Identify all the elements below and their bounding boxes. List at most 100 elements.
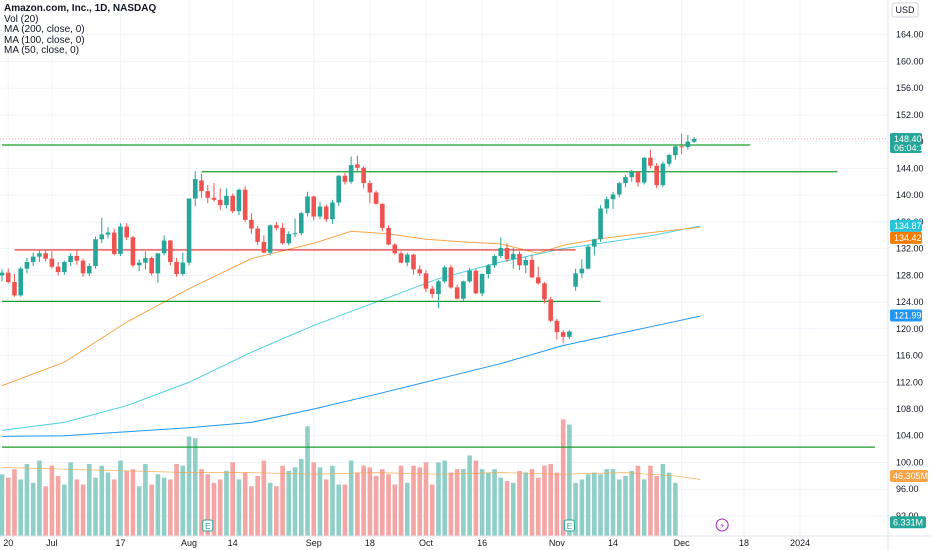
- candle-body: [610, 194, 616, 200]
- candle-body: [598, 208, 603, 240]
- candle-body: [323, 206, 329, 220]
- volume-bar: [124, 470, 129, 536]
- candle-body: [542, 283, 547, 300]
- volume-bar: [398, 465, 404, 536]
- candle-body: [130, 237, 136, 266]
- x-tick-label: Sep: [306, 538, 322, 548]
- y-tick-label: 128.00: [896, 270, 924, 280]
- y-tick-label: 92.00: [896, 511, 919, 521]
- volume-bar: [236, 479, 242, 536]
- volume-bar: [436, 462, 441, 536]
- ma50-line: [1, 226, 701, 387]
- candle-body: [473, 270, 479, 294]
- volume-bar: [404, 482, 410, 536]
- legend-ma100[interactable]: MA (100, close, 0): [4, 34, 85, 46]
- countdown-label: 06:04:11: [894, 143, 928, 153]
- volume-bar: [380, 469, 385, 536]
- candle-body: [86, 265, 92, 274]
- volume-bar: [510, 482, 516, 536]
- y-tick-label: 156.00: [896, 83, 924, 93]
- candle-body: [105, 232, 111, 235]
- volume-bar: [18, 479, 24, 536]
- y-tick-label: 144.00: [896, 163, 924, 173]
- candle-body: [205, 191, 211, 198]
- volume-bar: [336, 484, 341, 536]
- volume-bar: [311, 462, 317, 536]
- price-axis[interactable]: 92.00 96.00 100.00 104.00 108.00 112.00 116.00…: [887, 0, 924, 550]
- x-tick-label: Oct: [419, 538, 434, 548]
- flash-marker: [715, 518, 729, 532]
- volume-bar: [654, 476, 659, 536]
- volume-bar: [523, 472, 529, 536]
- candle-body: [93, 239, 98, 266]
- volume-bar: [542, 465, 547, 536]
- candle-body: [111, 232, 117, 254]
- candle-body: [55, 266, 61, 272]
- candle-body: [274, 225, 279, 228]
- volume-bar: [342, 484, 348, 536]
- volume-bar: [224, 470, 229, 536]
- volume-bar: [592, 472, 597, 536]
- x-tick-label: 16: [477, 538, 487, 548]
- volume-bar: [118, 460, 123, 536]
- candle-body: [62, 261, 67, 272]
- candle-body: [74, 255, 80, 261]
- ma100-line: [1, 225, 701, 431]
- event-markers[interactable]: E E ⚡: [202, 518, 729, 532]
- candle-body: [199, 180, 204, 192]
- ma200-tag: [890, 309, 922, 322]
- volume-bar: [548, 464, 553, 536]
- candle-body: [504, 247, 510, 260]
- volume-bar: [641, 479, 647, 536]
- candle-body: [292, 233, 298, 235]
- volume-bar: [323, 479, 329, 536]
- candle-body: [436, 281, 441, 295]
- volume-bar: [467, 455, 472, 536]
- horizontal-lines[interactable]: [0, 138, 888, 448]
- legend-title[interactable]: Amazon.com, Inc., 1D, NASDAQ: [4, 3, 157, 14]
- candle-body: [124, 226, 129, 238]
- y-tick-label: 140.00: [896, 190, 924, 200]
- volume-bar: [5, 477, 11, 536]
- candle-body: [554, 320, 560, 333]
- candle-body: [411, 254, 416, 270]
- y-tick-label: 120.00: [896, 324, 924, 334]
- x-tick-label: Aug: [181, 538, 197, 548]
- legend-ma200[interactable]: MA (200, close, 0): [4, 24, 85, 35]
- candle-body: [623, 177, 628, 184]
- volume-bar: [317, 467, 323, 536]
- candle-body: [592, 239, 597, 247]
- legend-ma50[interactable]: MA (50, close, 0): [4, 45, 80, 56]
- volume-bar: [492, 469, 497, 536]
- candle-body: [0, 272, 5, 276]
- candle-body: [517, 253, 522, 266]
- candle-body: [641, 157, 647, 183]
- candle-body: [242, 189, 248, 220]
- volume-bar: [504, 481, 510, 536]
- candle-body: [367, 183, 373, 193]
- candle-body: [49, 258, 55, 267]
- volume-bar: [86, 464, 92, 536]
- time-axis[interactable]: 20 Jul 17 Aug 14 Sep 18 Oct 16 Nov 14 Dec 18 2024: [0, 535, 932, 548]
- candle-body: [30, 256, 36, 262]
- y-tick-label: 112.00: [896, 377, 923, 387]
- y-tick-label: 104.00: [896, 431, 924, 441]
- volume-bar: [330, 465, 335, 536]
- legend-volume[interactable]: Vol (20): [4, 13, 39, 25]
- candle-body: [392, 244, 398, 254]
- candle-body: [37, 253, 42, 257]
- y-tick-label: 116.00: [896, 351, 923, 361]
- candle-body: [548, 299, 553, 321]
- candle-body: [386, 227, 391, 245]
- volume-bar: [136, 486, 142, 536]
- volume-bar: [660, 464, 666, 536]
- candle-body: [467, 270, 472, 282]
- volume-bar: [411, 465, 416, 536]
- volume-bar: [249, 486, 254, 536]
- volume-bar: [211, 482, 217, 536]
- volume-bar: [80, 484, 86, 536]
- candle-body: [174, 261, 179, 275]
- last-price-tag: [890, 132, 922, 153]
- y-tick-label: 96.00: [896, 484, 919, 494]
